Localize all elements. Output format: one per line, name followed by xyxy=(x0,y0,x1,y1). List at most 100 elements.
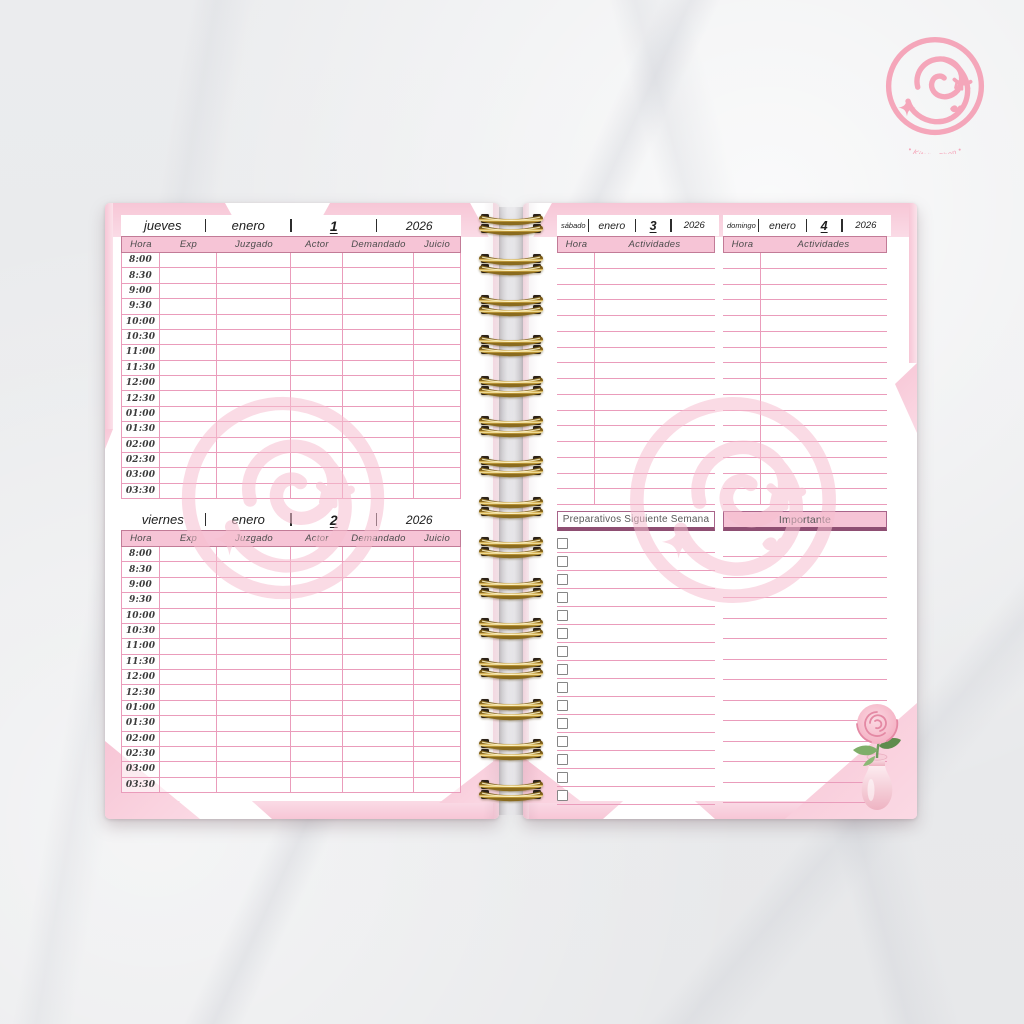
schedule-cell xyxy=(414,778,460,792)
schedule-row: 01:30 xyxy=(122,716,460,732)
schedule-cell xyxy=(291,716,343,731)
schedule-cell xyxy=(343,299,414,314)
time-label: 8:00 xyxy=(122,547,160,562)
schedule-cell xyxy=(414,453,460,467)
activity-row xyxy=(557,395,715,411)
schedule-grid: 8:00 8:30 9:00 9:30 10:00 10:30 11:00 11:30 12:0… xyxy=(121,547,461,793)
schedule-cell xyxy=(343,422,414,437)
schedule-cell xyxy=(343,639,414,654)
schedule-cell xyxy=(414,547,460,561)
svg-text:• Kitcity Shop •: • Kitcity Shop • xyxy=(906,145,963,154)
schedule-cell xyxy=(291,268,343,283)
schedule-row: 11:00 xyxy=(122,639,460,655)
note-line xyxy=(723,557,887,578)
schedule-row: 02:30 xyxy=(122,452,460,469)
schedule-row: 8:30 xyxy=(122,268,460,284)
date-header: domingo enero 4 2026 xyxy=(723,215,891,236)
column-divider xyxy=(760,253,761,505)
schedule-cell xyxy=(414,655,460,669)
schedule-cell xyxy=(160,452,217,468)
spiral-coil-icon xyxy=(478,213,544,237)
schedule-cell xyxy=(291,731,343,746)
schedule-cell xyxy=(291,253,343,268)
column-label: Hora xyxy=(565,239,588,250)
schedule-cell xyxy=(160,299,217,314)
time-label: 02:00 xyxy=(122,437,160,452)
activity-row xyxy=(557,363,715,379)
schedule-cell xyxy=(160,329,217,345)
time-label: 8:30 xyxy=(122,268,160,283)
prep-checklist xyxy=(557,535,715,805)
schedule-row: 9:00 xyxy=(122,577,460,594)
schedule-grid: 8:00 8:30 9:00 9:30 10:00 10:30 11:00 11:30 12:0… xyxy=(121,253,461,499)
column-label: Juicio xyxy=(423,533,451,544)
checkbox xyxy=(557,736,568,747)
shop-logo-text: • Kitcity Shop • xyxy=(906,145,963,161)
schedule-row: 02:00 xyxy=(122,437,460,453)
activity-row xyxy=(723,442,887,458)
note-line xyxy=(723,680,887,701)
time-label: 9:00 xyxy=(122,283,160,299)
schedule-cell xyxy=(217,670,291,685)
schedule-cell xyxy=(414,624,460,638)
day-name: viernes xyxy=(141,512,184,527)
note-line xyxy=(723,639,887,660)
schedule-cell xyxy=(414,578,460,592)
shop-logo: • Kitcity Shop • xyxy=(873,30,997,161)
schedule-cell xyxy=(291,670,343,685)
schedule-row: 10:00 xyxy=(122,608,460,624)
month-name: enero xyxy=(231,512,265,527)
time-label: 11:30 xyxy=(122,360,160,375)
schedule-cell xyxy=(414,361,460,375)
time-label: 9:30 xyxy=(122,593,160,608)
schedule-cell xyxy=(160,268,217,283)
schedule-cell xyxy=(291,376,343,391)
checklist-row xyxy=(557,769,715,787)
checklist-row xyxy=(557,715,715,733)
activity-row xyxy=(723,395,887,411)
activity-row xyxy=(723,300,887,316)
activity-row xyxy=(557,348,715,364)
rose-vase-illustration xyxy=(845,698,909,816)
checkbox xyxy=(557,718,568,729)
day-name: jueves xyxy=(143,218,182,233)
date-header: sábado enero 3 2026 xyxy=(557,215,719,236)
note-line xyxy=(723,721,887,742)
time-label: 11:00 xyxy=(122,639,160,654)
schedule-cell xyxy=(160,314,217,329)
schedule-cell xyxy=(343,283,414,299)
activity-row xyxy=(723,332,887,348)
schedule-cell xyxy=(291,623,343,639)
schedule-cell xyxy=(160,716,217,731)
checkbox xyxy=(557,610,568,621)
schedule-cell xyxy=(414,330,460,344)
schedule-cell xyxy=(414,268,460,282)
schedule-cell xyxy=(217,437,291,452)
schedule-cell xyxy=(414,732,460,746)
schedule-cell xyxy=(160,547,217,562)
activity-row xyxy=(557,253,715,269)
schedule-cell xyxy=(217,468,291,483)
checkbox xyxy=(557,682,568,693)
activity-row xyxy=(557,300,715,316)
activity-row xyxy=(557,489,715,505)
schedule-cell xyxy=(291,314,343,329)
column-label: Exp xyxy=(179,533,198,544)
schedule-cell xyxy=(414,391,460,405)
schedule-cell xyxy=(414,593,460,607)
important-title: Importante xyxy=(723,511,887,531)
time-label: 8:00 xyxy=(122,253,160,268)
date-number: 3 xyxy=(649,218,657,233)
schedule-cell xyxy=(217,762,291,777)
activity-row xyxy=(723,316,887,332)
schedule-cell xyxy=(414,716,460,730)
time-label: 12:00 xyxy=(122,376,160,391)
spiral-coil-icon xyxy=(478,536,544,560)
schedule-cell xyxy=(217,452,291,468)
note-line xyxy=(723,762,887,783)
checklist-row xyxy=(557,679,715,697)
time-label: 10:30 xyxy=(122,623,160,639)
time-label: 11:30 xyxy=(122,654,160,669)
schedule-cell xyxy=(217,731,291,746)
time-label: 10:00 xyxy=(122,608,160,623)
